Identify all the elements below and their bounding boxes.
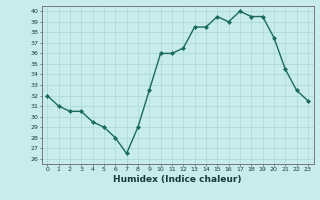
X-axis label: Humidex (Indice chaleur): Humidex (Indice chaleur) xyxy=(113,175,242,184)
